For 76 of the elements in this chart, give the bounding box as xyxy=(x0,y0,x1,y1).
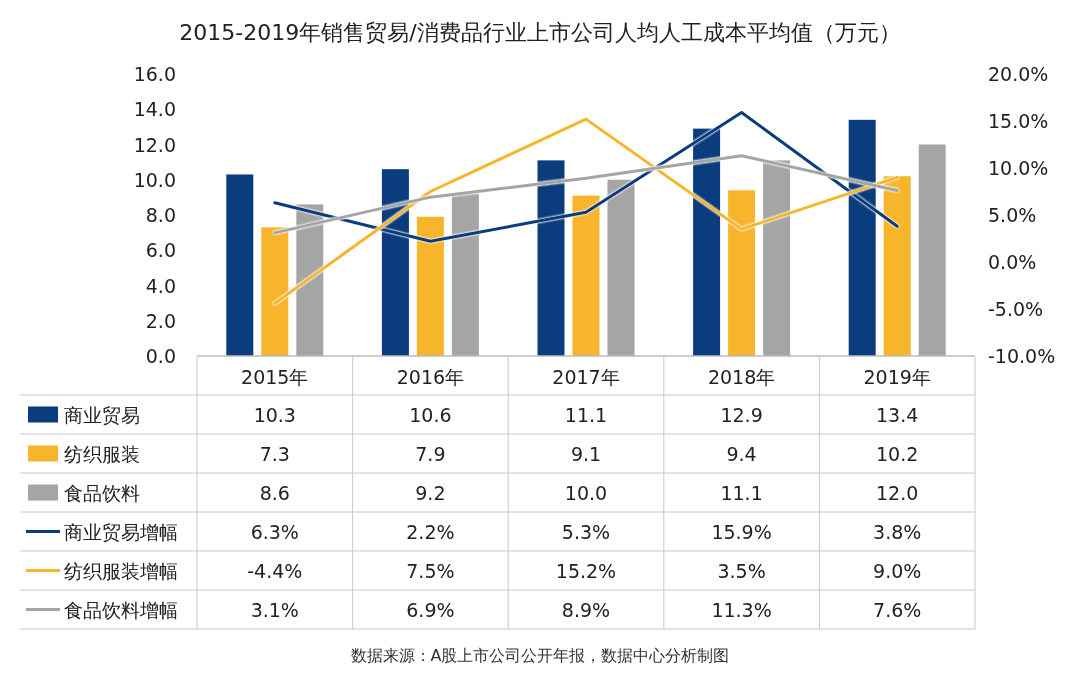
bar xyxy=(537,160,565,356)
y-tick-label: 8.0 xyxy=(145,204,176,226)
y-tick-label: 6.0 xyxy=(145,239,176,262)
bar xyxy=(607,179,635,356)
bar xyxy=(261,227,289,356)
data-label: 9.2 xyxy=(415,481,446,504)
data-label: 15.9% xyxy=(711,520,772,543)
data-label: 10.3 xyxy=(253,403,296,426)
data-label: 7.9 xyxy=(415,442,446,465)
source-note: 数据来源：A股上市公司公开年报，数据中心分析制图 xyxy=(350,646,730,665)
data-label: 7.3 xyxy=(259,442,290,465)
legend-label: 纺织服装增幅 xyxy=(64,559,178,582)
bar xyxy=(763,160,791,356)
bar xyxy=(848,119,876,356)
legend-label: 食品饮料增幅 xyxy=(64,598,178,621)
legend-label: 纺织服装 xyxy=(64,442,140,465)
data-label: 6.3% xyxy=(250,520,299,543)
y2-tick-label: 5.0% xyxy=(988,204,1037,226)
x-tick-label: 2016年 xyxy=(396,366,465,388)
data-label: 9.0% xyxy=(873,559,922,582)
data-label: 6.9% xyxy=(406,598,455,621)
chart-title: 2015-2019年销售贸易/消费品行业上市公司人均人工成本平均值（万元） xyxy=(179,20,901,45)
bar xyxy=(296,204,324,356)
x-tick-label: 2017年 xyxy=(552,366,620,388)
y-tick-label: 4.0 xyxy=(145,274,176,297)
data-label: 10.0 xyxy=(564,481,608,504)
data-label: 8.6 xyxy=(259,481,290,504)
y2-tick-label: -5.0% xyxy=(988,298,1044,320)
y-tick-label: 14.0 xyxy=(133,98,176,121)
data-label: 7.6% xyxy=(873,598,922,621)
y-tick-label: 10.0 xyxy=(133,168,176,191)
data-label: -4.4% xyxy=(247,559,303,582)
bar xyxy=(883,176,911,356)
data-label: 8.9% xyxy=(561,598,611,621)
y-tick-label: 0.0 xyxy=(145,345,176,367)
legend-label: 食品饮料 xyxy=(64,481,140,504)
data-label: 10.6 xyxy=(409,403,452,426)
bar xyxy=(381,169,409,356)
bar xyxy=(728,190,756,356)
x-tick-label: 2015年 xyxy=(241,366,309,388)
data-label: 2.2% xyxy=(406,520,455,543)
data-label: 9.4 xyxy=(726,442,757,465)
data-label: 15.2% xyxy=(555,559,617,582)
data-label: 10.2 xyxy=(876,442,919,465)
data-label: 7.5% xyxy=(406,559,455,582)
data-label: 11.3% xyxy=(711,598,772,621)
bar xyxy=(918,144,946,356)
x-tick-label: 2019年 xyxy=(863,366,931,388)
data-label: 3.8% xyxy=(873,520,922,543)
data-label: 11.1 xyxy=(720,481,763,504)
bar xyxy=(572,195,600,356)
data-label: 9.1 xyxy=(570,442,602,465)
data-label: 5.3% xyxy=(561,520,611,543)
data-label: 11.1 xyxy=(564,403,608,426)
line-series xyxy=(273,111,899,243)
bar xyxy=(416,216,444,356)
y2-tick-label: 20.0% xyxy=(988,63,1049,85)
data-label: 13.4 xyxy=(876,403,919,426)
data-label: 12.9 xyxy=(720,403,763,426)
y2-tick-label: 10.0% xyxy=(988,157,1049,179)
legend-label: 商业贸易 xyxy=(64,403,140,426)
y2-tick-label: -10.0% xyxy=(988,345,1056,367)
bar xyxy=(226,174,254,356)
y-tick-label: 2.0 xyxy=(145,309,176,332)
line-series xyxy=(273,154,899,235)
legend-label: 商业贸易增幅 xyxy=(64,520,178,543)
y2-tick-label: 0.0% xyxy=(988,251,1037,273)
y-tick-label: 12.0 xyxy=(133,133,176,156)
bar xyxy=(451,193,479,356)
y-tick-label: 16.0 xyxy=(133,63,176,85)
data-label: 12.0 xyxy=(876,481,919,504)
bar xyxy=(693,128,721,356)
x-tick-label: 2018年 xyxy=(707,366,776,388)
data-label: 3.5% xyxy=(717,559,766,582)
data-label: 3.1% xyxy=(250,598,299,621)
y2-tick-label: 15.0% xyxy=(988,110,1049,132)
